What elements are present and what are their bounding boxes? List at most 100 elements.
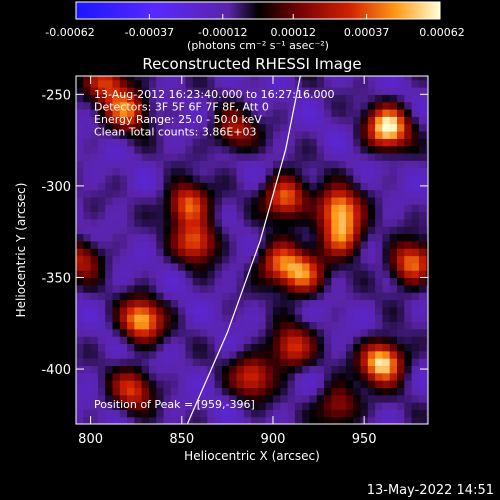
heatmap-cell [411,130,420,139]
heatmap-cell [156,255,165,264]
heatmap-cell [426,76,428,81]
heatmap-cell [418,336,427,345]
heatmap-cell [90,262,99,271]
heatmap-cell [338,108,347,117]
heatmap-cell [112,358,121,366]
heatmap-cell [170,204,179,213]
heatmap-cell [236,328,245,337]
heatmap-cell [265,233,274,242]
heatmap-cell [353,387,362,396]
heatmap-cell [97,174,106,183]
heatmap-cell [119,86,128,95]
heatmap-cell [331,233,340,242]
heatmap-cell [83,211,92,220]
heatmap-cell [221,101,230,110]
heatmap-cell [112,145,121,154]
heatmap-cell [287,226,296,235]
timestamp: 13-May-2022 14:51 [367,483,494,498]
heatmap-cell [163,284,172,293]
heatmap-cell [207,380,216,388]
heatmap-cell [207,328,216,337]
heatmap-cell [411,123,420,132]
heatmap-cell [338,306,347,315]
heatmap-cell [375,328,384,337]
heatmap-cell [141,343,150,352]
heatmap-cell [389,116,398,125]
heatmap-cell [119,416,128,424]
heatmap-cell [170,284,179,293]
heatmap-cell [163,416,172,424]
heatmap-cell [338,255,347,264]
heatmap-cell [200,101,208,110]
heatmap-cell [294,138,303,147]
heatmap-cell [156,108,165,117]
heatmap-cell [396,86,405,95]
heatmap-cell [243,358,252,366]
heatmap-cell [178,167,187,176]
heatmap-cell [324,196,332,205]
heatmap-cell [360,306,369,315]
heatmap-cell [178,394,187,403]
heatmap-cell [345,328,354,337]
heatmap-cell [324,189,332,198]
heatmap-cell [119,306,128,315]
heatmap-cell [112,233,121,242]
heatmap-cell [170,380,179,388]
heatmap-cell [119,314,128,323]
heatmap-cell [382,101,391,110]
heatmap-cell [236,394,245,403]
heatmap-cell [316,365,325,374]
heatmap-cell [258,79,267,88]
heatmap-cell [221,350,230,359]
heatmap-cell [112,372,121,381]
heatmap-cell [229,270,238,279]
heatmap-cell [382,204,391,213]
heatmap-cell [360,343,369,352]
heatmap-cell [76,79,84,88]
heatmap-cell [127,218,135,227]
heatmap-cell [90,167,99,176]
heatmap-cell [221,240,230,249]
heatmap-cell [382,299,391,308]
heatmap-cell [272,218,281,227]
heatmap-cell [105,270,114,279]
heatmap-cell [214,240,223,249]
heatmap-cell [141,416,150,424]
heatmap-cell [185,292,194,301]
heatmap-cell [316,358,325,366]
heatmap-cell [287,233,296,242]
heatmap-cell [411,211,420,220]
heatmap-cell [287,138,296,147]
heatmap-cell [243,394,252,403]
heatmap-cell [345,101,354,110]
heatmap-cell [418,101,427,110]
heatmap-cell [236,350,245,359]
heatmap-cell [134,350,143,359]
heatmap-cell [302,350,311,359]
heatmap-cell [200,138,208,147]
heatmap-cell [331,380,340,388]
heatmap-cell [236,343,245,352]
heatmap-cell [294,160,303,169]
heatmap-cell [382,130,391,139]
heatmap-cell [272,211,281,220]
heatmap-cell [251,123,259,132]
heatmap-cell [76,358,84,366]
heatmap-cell [389,284,398,293]
heatmap-cell [90,116,99,125]
heatmap-cell [134,86,143,95]
heatmap-cell [302,306,311,315]
heatmap-cell [404,262,413,271]
heatmap-cell [156,240,165,249]
heatmap-cell [141,233,150,242]
heatmap-cell [389,211,398,220]
heatmap-cell [76,321,84,330]
heatmap-cell [119,189,128,198]
heatmap-cell [280,130,289,139]
heatmap-cell [134,152,143,161]
heatmap-cell [76,409,84,418]
heatmap-cell [97,101,106,110]
heatmap-cell [324,174,332,183]
heatmap-cell [316,314,325,323]
heatmap-cell [243,336,252,345]
